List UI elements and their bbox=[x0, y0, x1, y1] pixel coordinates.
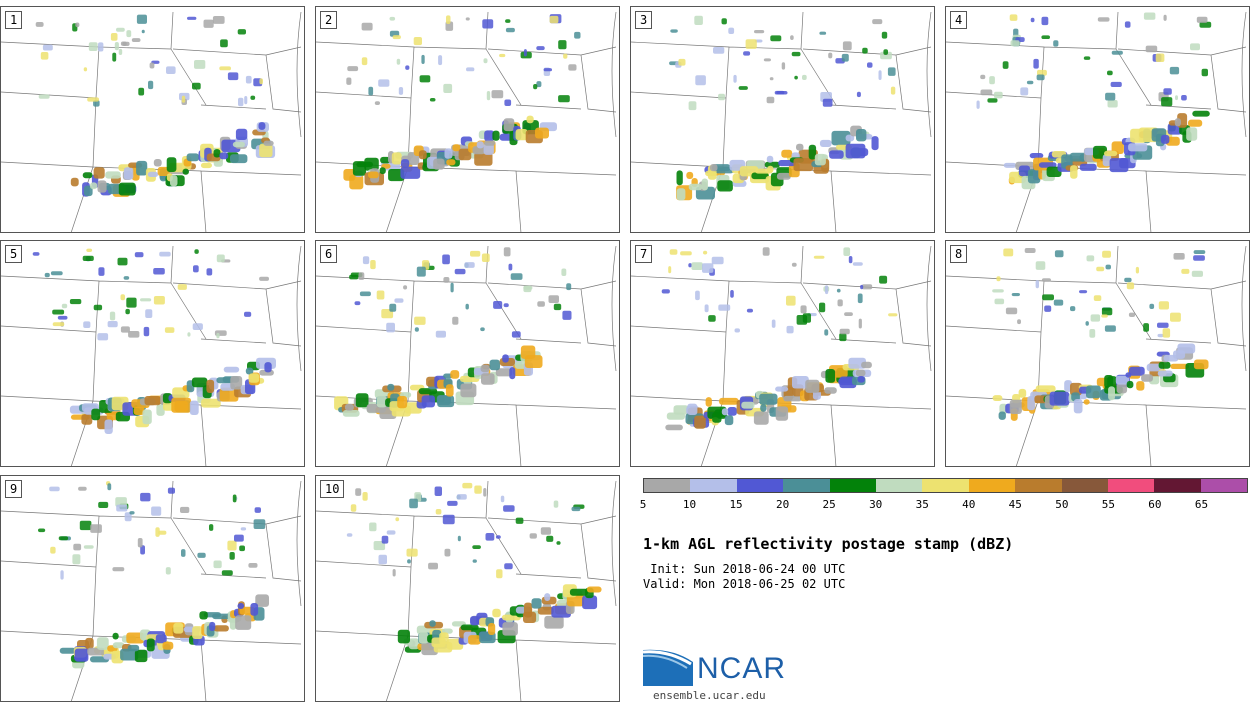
reflectivity-panel: 4 bbox=[945, 6, 1250, 233]
map-icon bbox=[631, 11, 932, 232]
reflectivity-panel: 9 bbox=[0, 475, 305, 702]
colorbar-tick-label: 5 bbox=[639, 498, 647, 511]
map-icon bbox=[1, 245, 302, 466]
site-url: ensemble.ucar.edu bbox=[653, 689, 766, 702]
map-icon bbox=[316, 245, 617, 466]
colorbar-segment bbox=[736, 479, 784, 492]
map-icon bbox=[316, 480, 617, 701]
colorbar-segment bbox=[875, 479, 923, 492]
map-icon bbox=[316, 11, 617, 232]
colorbar-tick-label: 15 bbox=[729, 498, 743, 511]
panel-number: 1 bbox=[5, 11, 23, 29]
colorbar-tick-label: 10 bbox=[682, 498, 697, 511]
colorbar-segment bbox=[968, 479, 1016, 492]
colorbar-tick-label: 60 bbox=[1148, 498, 1162, 511]
colorbar-segment bbox=[1154, 479, 1201, 492]
ncar-logo-text: NCAR bbox=[697, 652, 787, 685]
panel-number: 6 bbox=[320, 245, 338, 263]
colorbar-tick-label: 30 bbox=[869, 498, 883, 511]
reflectivity-panel: 10 bbox=[315, 475, 620, 702]
reflectivity-panel: 1 bbox=[0, 6, 305, 233]
colorbar-segment bbox=[644, 479, 691, 492]
panel-number: 5 bbox=[5, 245, 23, 263]
colorbar-tick-label: 20 bbox=[775, 498, 790, 511]
colorbar-segment bbox=[1061, 479, 1108, 492]
init-time: Init: Sun 2018-06-24 00 UTC bbox=[643, 562, 846, 576]
colorbar-segment bbox=[1015, 479, 1062, 492]
map-icon bbox=[946, 11, 1247, 232]
reflectivity-panel: 8 bbox=[945, 240, 1250, 467]
reflectivity-panel: 7 bbox=[630, 240, 935, 467]
reflectivity-panel: 3 bbox=[630, 6, 935, 233]
map-icon bbox=[631, 245, 932, 466]
panel-number: 8 bbox=[950, 245, 968, 263]
panel-number: 10 bbox=[320, 480, 345, 498]
colorbar-tick-label: 55 bbox=[1101, 498, 1115, 511]
colorbar-tick-label: 45 bbox=[1008, 498, 1022, 511]
map-icon bbox=[946, 245, 1247, 466]
figure-title: 1-km AGL reflectivity postage stamp (dBZ… bbox=[643, 535, 1014, 553]
colorbar-tick-label: 40 bbox=[962, 498, 976, 511]
reflectivity-panel: 6 bbox=[315, 240, 620, 467]
colorbar bbox=[643, 478, 1248, 493]
valid-time: Valid: Mon 2018-06-25 02 UTC bbox=[643, 577, 846, 591]
colorbar-tick-label: 50 bbox=[1055, 498, 1069, 511]
colorbar-segment bbox=[922, 479, 969, 492]
colorbar-tick-label: 25 bbox=[822, 498, 836, 511]
colorbar-tick-label: 35 bbox=[915, 498, 929, 511]
colorbar-segment bbox=[783, 479, 830, 492]
map-icon bbox=[1, 11, 302, 232]
panel-number: 2 bbox=[320, 11, 338, 29]
colorbar-tick-label: 65 bbox=[1194, 498, 1209, 511]
ncar-logo-icon bbox=[643, 649, 693, 686]
colorbar-labels: 5 10 15 20 25 30 35 40 45 50 55 60 65 bbox=[639, 498, 1248, 512]
reflectivity-panel: 2 bbox=[315, 6, 620, 233]
panel-number: 7 bbox=[635, 245, 653, 263]
map-icon bbox=[1, 480, 302, 701]
panel-number: 3 bbox=[635, 11, 653, 29]
colorbar-segment bbox=[1107, 479, 1155, 492]
panel-number: 9 bbox=[5, 480, 23, 498]
colorbar-segment bbox=[829, 479, 876, 492]
colorbar-segment bbox=[1200, 479, 1248, 492]
colorbar-segment bbox=[690, 479, 737, 492]
panel-number: 4 bbox=[950, 11, 968, 29]
reflectivity-panel: 5 bbox=[0, 240, 305, 467]
